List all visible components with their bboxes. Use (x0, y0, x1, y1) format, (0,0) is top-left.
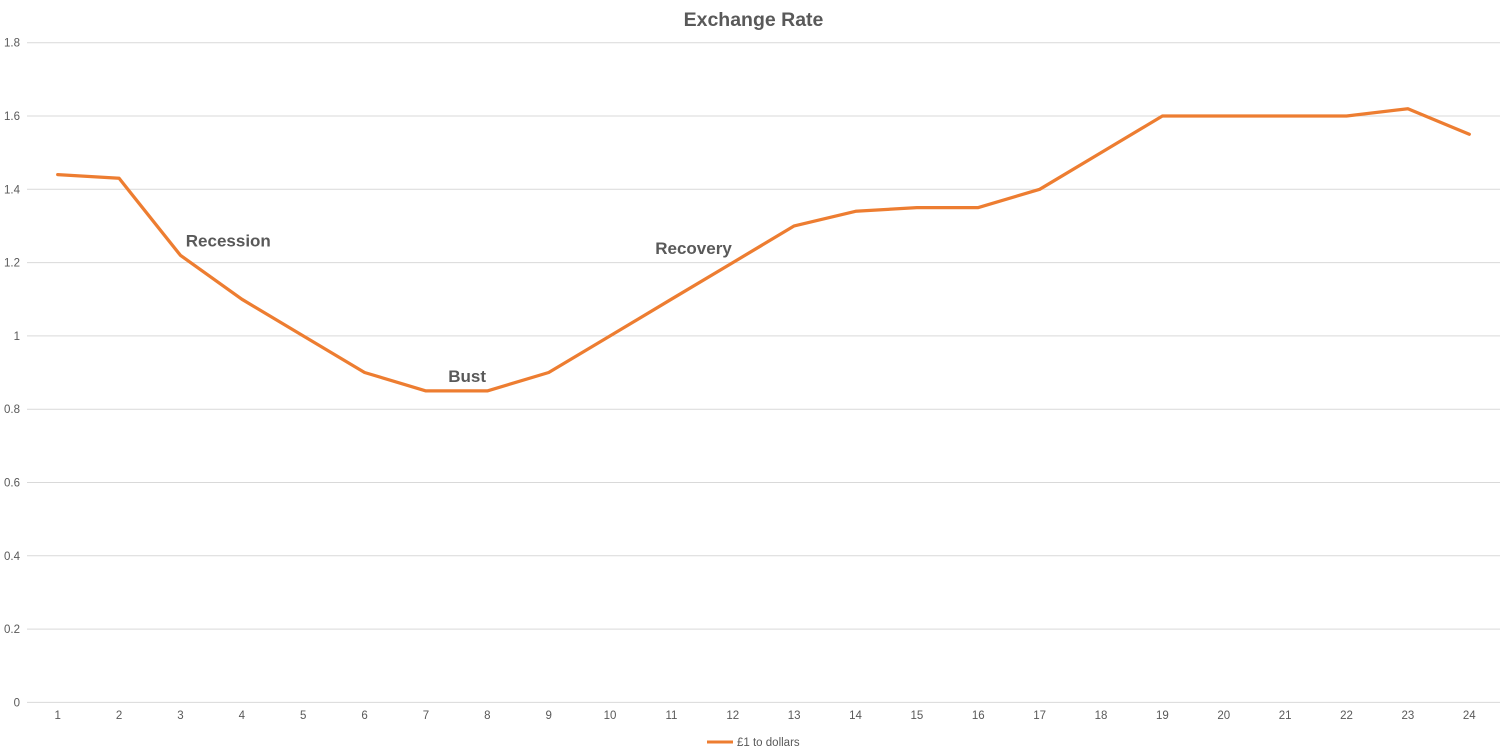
y-axis-tick-label: 1 (14, 331, 20, 343)
y-axis-tick-label: 0.6 (4, 478, 20, 490)
x-axis-labels: 1 2 3 4 5 6 7 8 9 10 11 12 13 14 15 16 17 18 19 20 21 22 23 24 (54, 710, 1476, 722)
x-axis-tick-label: 23 (1402, 710, 1415, 722)
y-axis-tick-label: 0.4 (4, 551, 21, 563)
x-axis-tick-label: 4 (239, 710, 246, 722)
x-axis-tick-label: 13 (788, 710, 801, 722)
annotation-label: Recession (186, 232, 271, 251)
x-axis-tick-label: 22 (1340, 710, 1353, 722)
x-axis-tick-label: 17 (1033, 710, 1046, 722)
x-axis-tick-label: 15 (911, 710, 924, 722)
legend-series-label: £1 to dollars (737, 737, 800, 749)
y-axis-tick-label: 1.6 (4, 111, 20, 123)
x-axis-tick-label: 1 (54, 710, 60, 722)
x-axis-tick-label: 6 (361, 710, 367, 722)
y-axis-tick-label: 1.8 (4, 38, 20, 50)
y-axis-tick-label: 0.2 (4, 624, 20, 636)
x-axis-tick-label: 8 (484, 710, 490, 722)
x-axis-tick-label: 5 (300, 710, 306, 722)
x-axis-tick-label: 2 (116, 710, 122, 722)
x-axis-tick-label: 14 (849, 710, 862, 722)
annotation-label: Recovery (655, 239, 732, 258)
x-axis-tick-label: 11 (665, 710, 677, 722)
annotation-label: Bust (448, 367, 486, 386)
x-axis-tick-label: 16 (972, 710, 985, 722)
y-axis-tick-label: 0.8 (4, 404, 20, 416)
x-axis-tick-label: 10 (604, 710, 617, 722)
y-axis-tick-label: 0 (14, 697, 20, 709)
chart-title: Exchange Rate (684, 9, 824, 31)
y-axis-tick-label: 1.4 (4, 184, 21, 196)
y-axis-labels: 0 0.2 0.4 0.6 0.8 1 1.2 1.4 1.6 1.8 (4, 38, 21, 710)
legend: £1 to dollars (707, 737, 800, 749)
x-axis-tick-label: 7 (423, 710, 429, 722)
x-axis-tick-label: 12 (726, 710, 739, 722)
annotations-group: Recession Bust Recovery (186, 232, 733, 387)
x-axis-tick-label: 19 (1156, 710, 1169, 722)
y-axis-tick-label: 1.2 (4, 258, 20, 270)
gridlines (27, 42, 1500, 703)
series-group (56, 107, 1471, 393)
x-axis-tick-label: 18 (1095, 710, 1108, 722)
series-line-pound-to-dollars (56, 107, 1471, 393)
x-axis-tick-label: 3 (177, 710, 183, 722)
x-axis-tick-label: 20 (1217, 710, 1230, 722)
x-axis-tick-label: 24 (1463, 710, 1476, 722)
x-axis-tick-label: 21 (1279, 710, 1292, 722)
x-axis-tick-label: 9 (545, 710, 551, 722)
